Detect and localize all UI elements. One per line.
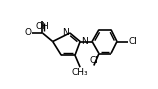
Text: N: N — [81, 37, 88, 46]
Text: Cl: Cl — [89, 56, 98, 65]
Text: CH₃: CH₃ — [72, 68, 88, 77]
Text: OH: OH — [36, 22, 49, 31]
Text: Cl: Cl — [129, 37, 138, 46]
Text: N: N — [62, 28, 69, 37]
Text: O: O — [24, 28, 31, 37]
